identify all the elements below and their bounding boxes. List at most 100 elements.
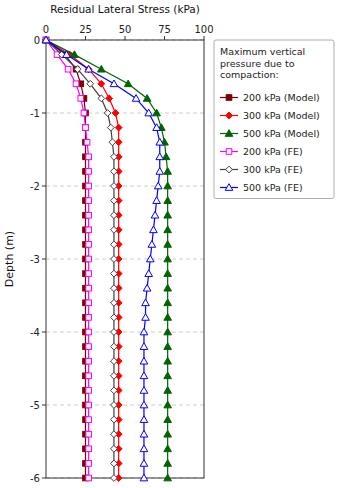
marker [156,153,164,160]
marker [140,445,148,452]
marker [164,211,172,218]
legend-marker [225,184,233,191]
marker [106,95,113,102]
y-tick [42,113,46,114]
marker [86,242,92,248]
marker [140,416,148,423]
marker [86,198,92,204]
marker [83,125,89,131]
marker [140,401,148,408]
marker [145,270,153,277]
marker [111,372,118,379]
marker [86,329,92,335]
marker [146,255,154,262]
marker [86,475,92,481]
series-line [46,40,89,478]
marker [65,66,71,72]
y-tick [42,405,46,406]
marker [86,417,92,423]
marker [86,446,92,452]
marker [111,299,118,306]
marker [164,343,172,350]
marker [140,357,148,364]
marker [164,255,172,262]
series-line [46,40,160,478]
legend-label: 200 kPa (Model) [243,92,320,103]
marker [164,270,172,277]
marker [153,109,161,116]
marker [86,315,92,321]
marker [140,387,148,394]
legend-marker [225,130,233,137]
legend-marker [226,166,233,173]
marker [86,227,92,233]
legend-label: 500 kPa (FE) [243,182,303,193]
x-tick-label: 75 [158,24,171,35]
x-tick [204,36,205,40]
y-tick-label: -2 [30,181,40,192]
marker [148,241,156,248]
marker [164,474,172,481]
legend-title-line: compaction: [220,69,279,80]
legend-label: 300 kPa (FE) [243,164,303,175]
marker [140,372,148,379]
x-tick-label: 50 [119,24,132,35]
marker [43,37,49,43]
legend-title: Maximum verticalpressure due tocompactio… [220,46,305,80]
marker [42,36,50,43]
marker [111,343,118,350]
y-axis-label: Depth (m) [3,231,16,287]
legend-label: 200 kPa (FE) [243,146,303,157]
marker [83,125,89,131]
marker [111,168,118,175]
grid-line [46,405,204,406]
x-tick-label: 25 [79,24,92,35]
y-tick [42,186,46,187]
legend-title-line: Maximum vertical [220,46,305,57]
marker [164,445,172,452]
marker [164,168,172,175]
marker [74,66,81,73]
y-tick [42,259,46,260]
marker [164,416,172,423]
marker [78,96,84,102]
marker [153,124,161,131]
x-tick [164,36,165,40]
marker [111,212,118,219]
marker [132,95,140,102]
marker [98,65,106,72]
x-axis-label: Residual Lateral Stress (kPa) [50,3,200,15]
marker [154,182,162,189]
marker [109,139,116,146]
series-line [46,40,86,478]
series-line [46,40,119,478]
marker [86,344,92,350]
legend-marker [226,149,232,155]
marker [164,226,172,233]
marker [140,474,148,481]
x-tick [85,36,86,40]
y-tick [42,478,46,479]
marker [111,431,118,438]
marker [140,460,148,467]
marker [87,80,94,87]
grid-line [46,259,204,260]
marker [43,37,49,43]
marker [107,124,114,131]
grid-line [46,332,204,333]
grid-line [46,113,204,114]
marker [164,328,172,335]
marker [145,109,153,116]
legend-title-line: pressure due to [220,58,295,69]
marker [86,169,92,175]
marker [111,256,118,263]
marker [143,284,151,291]
marker [111,226,118,233]
marker [143,95,151,102]
marker [86,461,92,467]
marker [86,256,92,262]
legend-marker [226,95,232,101]
x-tick-label: 0 [43,24,49,35]
marker [86,431,92,437]
marker [63,51,71,58]
